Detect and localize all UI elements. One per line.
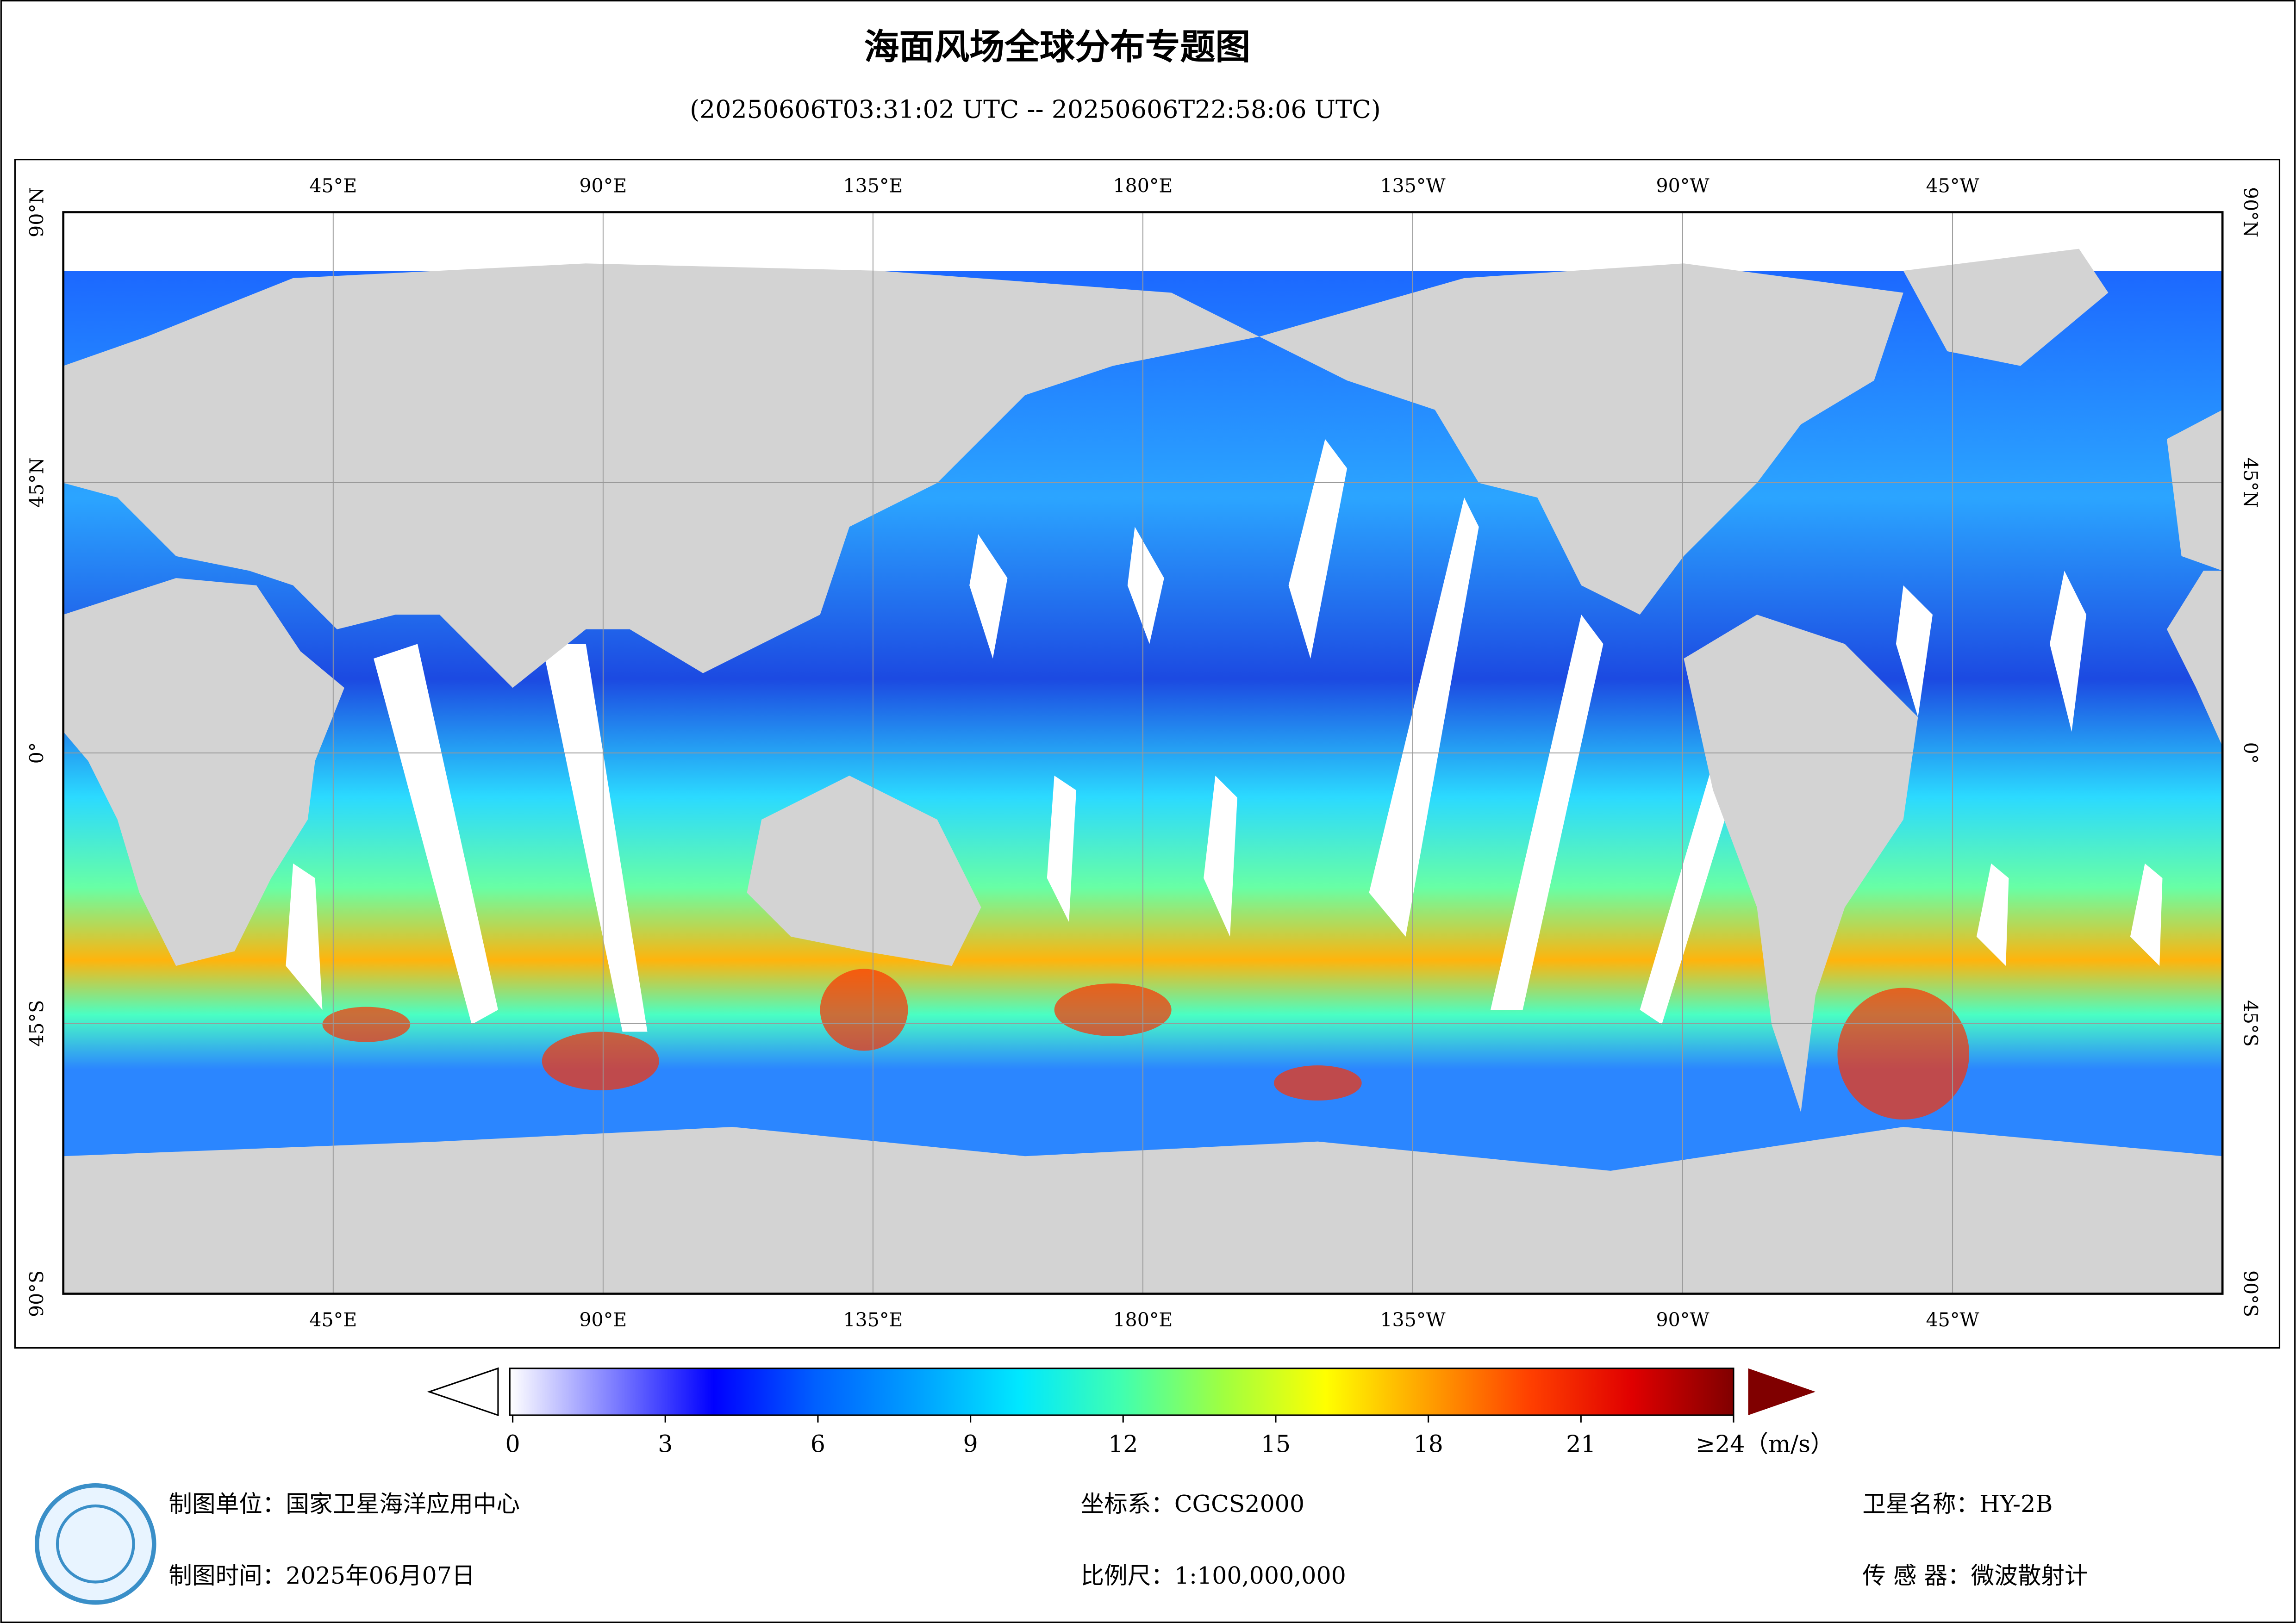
y-tick-label: 45°N: [25, 457, 48, 508]
map: [62, 211, 2224, 1295]
colorbar-label: 3: [658, 1430, 673, 1457]
colorbar-max-arrow: [1748, 1368, 1816, 1415]
title: 海面风场全球分布专题图: [864, 26, 1251, 68]
colorbar-label: 0: [505, 1430, 520, 1457]
y-tick-label: 90°N: [2240, 187, 2262, 237]
x-tick-label: 45°E: [309, 174, 357, 197]
colorbar-label: 21: [1566, 1430, 1596, 1457]
colorbar-label: 9: [963, 1430, 978, 1457]
colorbar-label: 12: [1108, 1430, 1138, 1457]
x-tick-label: 90°W: [1656, 174, 1710, 197]
footer-date: 制图时间：2025年06月07日: [168, 1562, 475, 1589]
y-tick-label: 0°: [25, 742, 48, 764]
colorbar-bar: [509, 1368, 1734, 1416]
footer-satellite: 卫星名称：HY-2B: [1862, 1490, 2053, 1517]
y-tick-label: 90°N: [25, 187, 48, 237]
x-tick-label: 45°W: [1926, 174, 1980, 197]
x-tick-label: 135°E: [843, 174, 903, 197]
y-tick-label: 90°S: [25, 1270, 48, 1317]
x-tick-label: 135°E: [843, 1309, 903, 1331]
logo-inner: [56, 1504, 135, 1584]
subtitle: (20250606T03:31:02 UTC -- 20250606T22:58…: [690, 94, 1381, 124]
map-frame: [14, 159, 2281, 1349]
logo: [35, 1483, 156, 1605]
y-tick-label: 0°: [2240, 742, 2262, 764]
y-tick-label: 45°S: [2240, 1000, 2262, 1047]
x-tick-label: 45°W: [1926, 1309, 1980, 1331]
colorbar-label: 15: [1261, 1430, 1291, 1457]
footer-scale: 比例尺：1:100,000,000: [1081, 1562, 1346, 1589]
colorbar-min-arrow: [427, 1367, 499, 1417]
map-border: [62, 211, 2224, 1295]
footer-crs: 坐标系：CGCS2000: [1081, 1490, 1304, 1517]
x-tick-label: 180°E: [1113, 174, 1173, 197]
y-tick-label: 90°S: [2240, 1270, 2262, 1317]
y-tick-label: 45°N: [2240, 457, 2262, 508]
colorbar: 0 3 6 9 12 15 18 21 ≥24（m/s）: [427, 1367, 1834, 1457]
x-tick-label: 180°E: [1113, 1309, 1173, 1331]
footer-unit: 制图单位：国家卫星海洋应用中心: [168, 1490, 520, 1517]
x-tick-label: 45°E: [309, 1309, 357, 1331]
colorbar-label: 18: [1413, 1430, 1443, 1457]
colorbar-label: 6: [811, 1430, 825, 1457]
footer-sensor: 传 感 器：微波散射计: [1862, 1562, 2088, 1589]
x-tick-label: 90°W: [1656, 1309, 1710, 1331]
colorbar-label: ≥24（m/s）: [1696, 1430, 1834, 1457]
footer: 制图单位：国家卫星海洋应用中心 坐标系：CGCS2000 卫星名称：HY-2B …: [35, 1483, 2088, 1605]
x-tick-label: 90°E: [579, 174, 627, 197]
x-tick-label: 90°E: [579, 1309, 627, 1331]
y-tick-label: 45°S: [25, 1000, 48, 1047]
x-tick-label: 135°W: [1380, 174, 1446, 197]
x-tick-label: 135°W: [1380, 1309, 1446, 1331]
